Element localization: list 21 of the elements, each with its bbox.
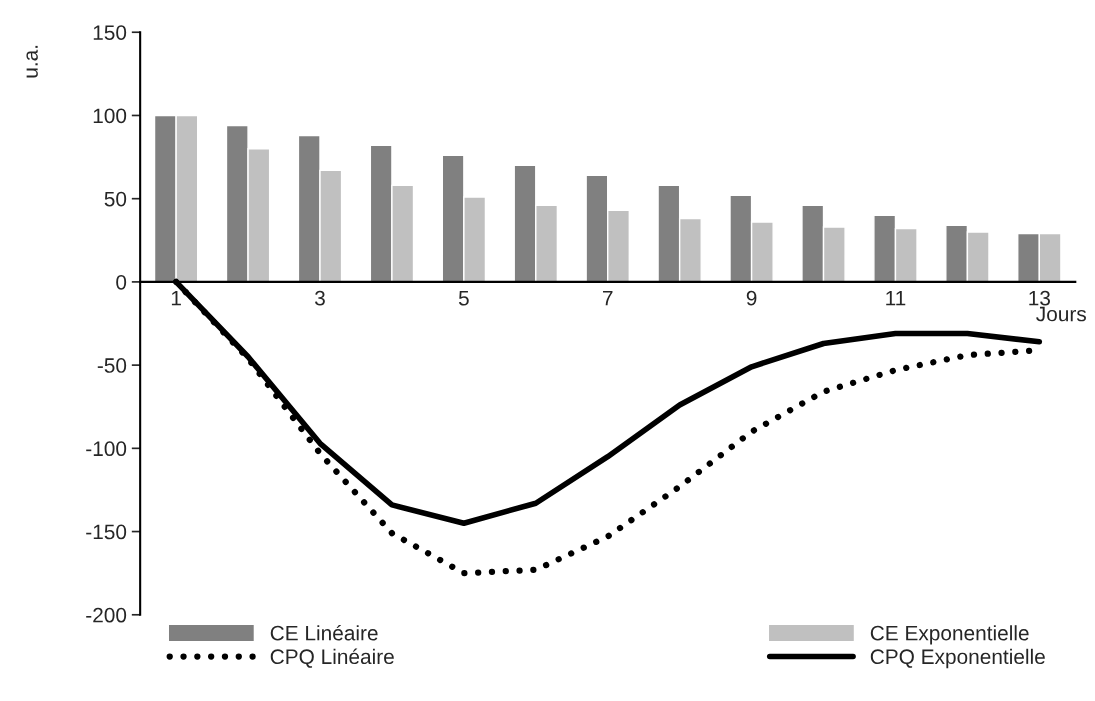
y-axis-title: u.a. (26, 45, 38, 78)
x-tick-label: 1 (171, 291, 181, 306)
y-tick-label: -50 (97, 358, 127, 373)
y-tick-label: 150 (93, 25, 127, 40)
x-tick-label: 11 (886, 291, 906, 306)
legend-label: CPQ Exponentielle (870, 648, 1045, 669)
x-tick-label: 13 (1029, 290, 1050, 306)
x-tick-label: 3 (314, 290, 325, 306)
legend-label: CPQ Linéaire (270, 648, 394, 668)
y-tick-label: 50 (104, 191, 127, 207)
legend-label: CE Exponentielle (870, 625, 1029, 645)
x-tick-label: 9 (746, 290, 757, 306)
y-tick-label: 100 (93, 108, 127, 124)
x-axis-title: Jours (1036, 306, 1086, 322)
y-tick-label: -150 (86, 524, 127, 540)
x-tick-label: 7 (603, 291, 613, 306)
y-tick-label: -200 (86, 607, 127, 623)
x-tick-label: 5 (458, 291, 469, 306)
y-tick-label: 0 (116, 274, 127, 290)
y-tick-label: -100 (86, 441, 127, 457)
legend-label: CE Linéaire (270, 624, 378, 641)
